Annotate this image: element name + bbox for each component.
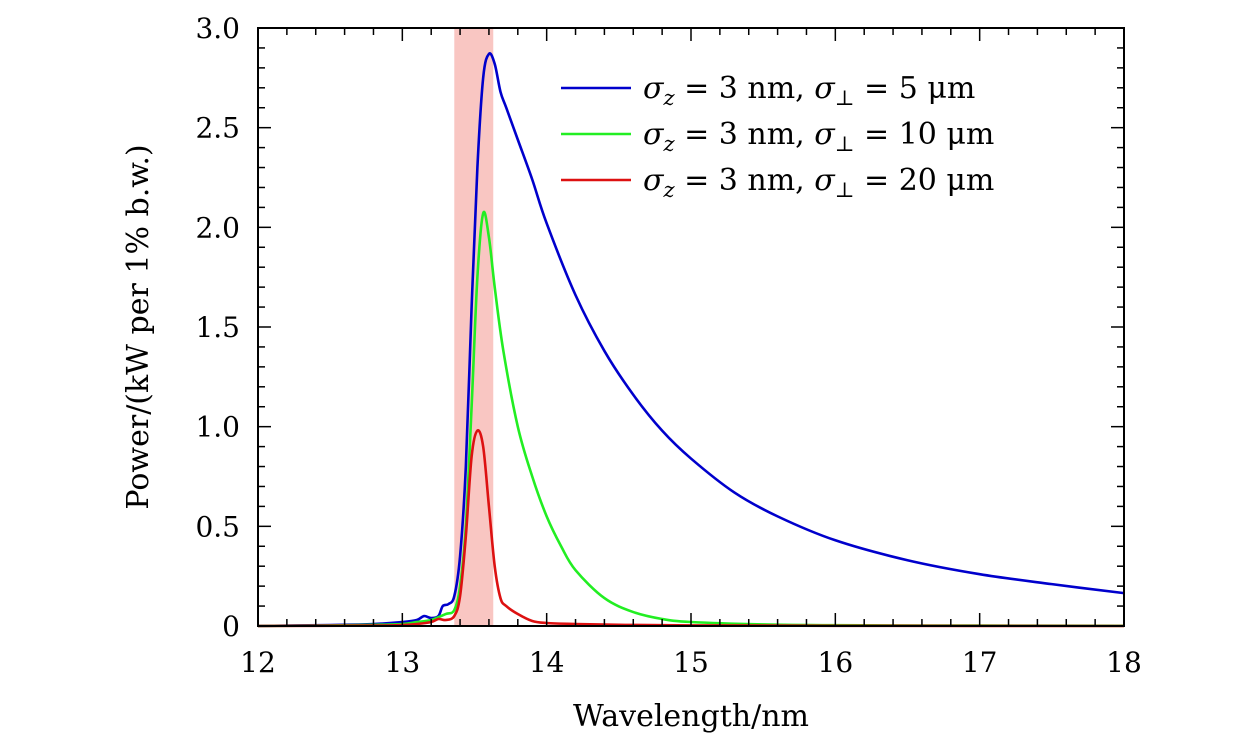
legend: σz​ = 3 nm, σ⊥​ = 5 μm σz​ = 3 nm, σ⊥​ = … — [561, 71, 994, 202]
y-tick-label: 3.0 — [195, 12, 240, 45]
x-tick-label: 14 — [529, 646, 565, 679]
x-tick-labels: 12 13 14 15 16 17 18 — [240, 646, 1142, 679]
x-tick-label: 15 — [673, 646, 709, 679]
x-tick-label: 16 — [818, 646, 854, 679]
y-axis-title: Power/(kW per 1% b.w.) — [121, 144, 156, 509]
tick-layer — [257, 27, 1125, 627]
legend-label-3: σz​ = 3 nm, σ⊥​ = 20 μm — [643, 163, 994, 202]
x-axis-title: Wavelength/nm — [573, 699, 809, 734]
x-tick-label: 17 — [962, 646, 998, 679]
y-tick-label: 1.0 — [195, 411, 240, 444]
legend-label-1: σz​ = 3 nm, σ⊥​ = 5 μm — [643, 71, 975, 110]
y-tick-label: 2.5 — [195, 112, 240, 145]
x-tick-label: 13 — [385, 646, 421, 679]
x-tick-label: 18 — [1106, 646, 1142, 679]
y-tick-label: 1.5 — [195, 311, 240, 344]
series-line-2 — [257, 210, 1125, 628]
y-tick-labels: 0 0.5 1.0 1.5 2.0 2.5 3.0 — [195, 12, 240, 643]
y-tick-label: 2.0 — [195, 211, 240, 244]
y-tick-label: 0 — [222, 610, 240, 643]
x-tick-label: 12 — [240, 646, 276, 679]
y-tick-label: 0.5 — [195, 510, 240, 543]
series-line-1 — [257, 52, 1125, 628]
legend-label-2: σz​ = 3 nm, σ⊥​ = 10 μm — [643, 117, 994, 156]
